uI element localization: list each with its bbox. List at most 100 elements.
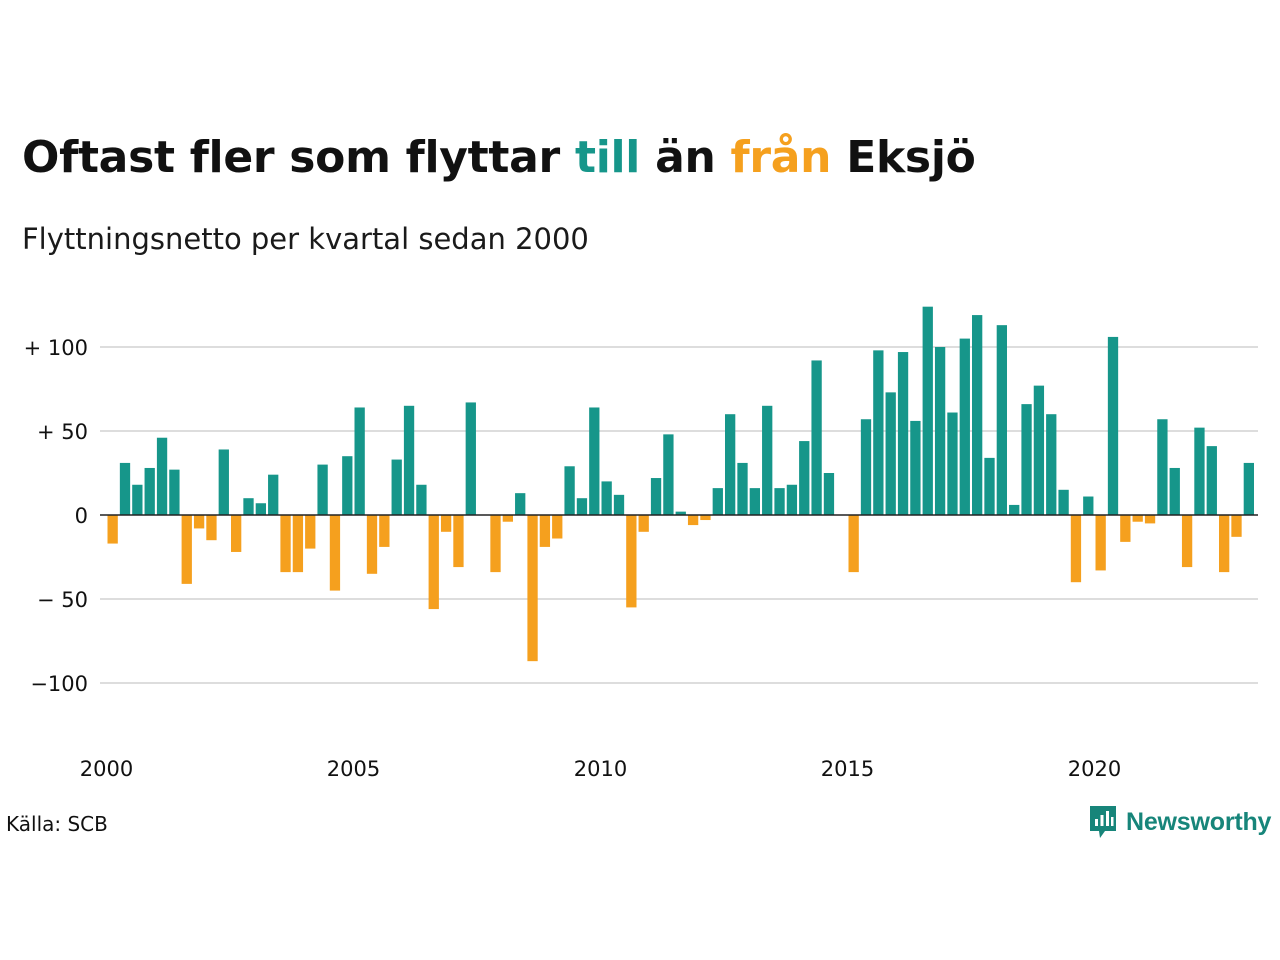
bar-positive — [663, 434, 674, 515]
bar-positive — [860, 419, 872, 515]
bar-negative — [428, 515, 439, 610]
bar-negative — [1070, 515, 1082, 583]
bar-positive — [218, 449, 229, 515]
y-tick-label: − 50 — [37, 588, 88, 612]
bar-positive — [1046, 414, 1057, 515]
bar-negative — [1219, 515, 1230, 573]
bar-positive — [947, 412, 958, 515]
bar-negative — [1231, 515, 1242, 537]
bar-negative — [181, 515, 192, 584]
bar-positive — [317, 464, 328, 515]
bar-negative — [305, 515, 316, 549]
bar-negative — [379, 515, 390, 547]
bar-negative — [280, 515, 291, 573]
bar-positive — [1021, 404, 1032, 515]
bar-positive — [725, 414, 736, 515]
bar-positive — [1243, 462, 1254, 515]
bar-positive — [1107, 336, 1119, 515]
bar-positive — [910, 420, 921, 515]
bar-positive — [885, 392, 896, 515]
chart-subtitle: Flyttningsnetto per kvartal sedan 2000 — [22, 222, 589, 256]
title-part-3: Eksjö — [831, 132, 976, 183]
bar-positive — [774, 488, 785, 515]
bar-negative — [206, 515, 217, 541]
bar-positive — [416, 484, 427, 515]
bar-positive — [786, 484, 798, 515]
bar-positive — [268, 474, 279, 515]
bar-positive — [811, 360, 822, 515]
y-axis-ticks: + 100 + 50 0 − 50 −100 — [24, 336, 88, 696]
bar-positive — [243, 498, 254, 515]
bar-negative — [1120, 515, 1131, 542]
bar-positive — [119, 462, 131, 515]
bar-negative — [231, 515, 242, 552]
bar-negative — [687, 515, 699, 526]
x-tick-label: 2020 — [1068, 757, 1121, 781]
bar-negative — [539, 515, 551, 547]
bar-chart: + 100 + 50 0 − 50 −100 2000 2005 2010 2015 2020 — [24, 306, 1258, 781]
bar-negative — [329, 515, 341, 591]
bar-positive — [712, 488, 723, 515]
bar-negative — [440, 515, 452, 532]
bar-negative — [527, 515, 538, 662]
bar-positive — [650, 478, 662, 515]
title-highlight-till: till — [574, 132, 641, 183]
y-tick-label: + 50 — [37, 420, 88, 444]
y-tick-label: −100 — [30, 672, 88, 696]
title-part-1: Oftast fler som flyttar — [22, 132, 575, 183]
bar-positive — [823, 473, 835, 515]
bar-positive — [996, 325, 1007, 515]
logo-text: Newsworthy — [1126, 807, 1272, 836]
bar-negative — [502, 515, 513, 522]
bar-negative — [638, 515, 649, 532]
y-tick-label: + 100 — [24, 336, 88, 360]
bar-positive — [737, 462, 748, 515]
bar-positive — [675, 511, 686, 515]
bar-positive — [1206, 446, 1217, 515]
bar-positive — [984, 457, 995, 515]
x-tick-label: 2015 — [821, 757, 874, 781]
bar-negative — [848, 515, 859, 573]
bar-positive — [613, 494, 625, 515]
bar-positive — [1169, 467, 1180, 515]
bar-positive — [354, 407, 365, 515]
bar-negative — [626, 515, 637, 608]
grid-lines — [100, 346, 1258, 684]
bar-negative — [552, 515, 563, 539]
bar-negative — [1144, 515, 1156, 524]
bar-positive — [1058, 489, 1069, 515]
y-tick-label: 0 — [75, 504, 88, 528]
bar-negative — [1132, 515, 1143, 522]
bar-negative — [700, 515, 711, 521]
bar-positive — [601, 481, 612, 515]
bar-positive — [762, 405, 773, 515]
bar-positive — [959, 338, 970, 515]
bar-chart-speech-bubble-icon — [1090, 806, 1116, 838]
bar-positive — [132, 484, 143, 515]
x-tick-label: 2000 — [80, 757, 133, 781]
x-axis-ticks: 2000 2005 2010 2015 2020 — [80, 757, 1121, 781]
bar-negative — [490, 515, 501, 573]
title-highlight-fran: från — [730, 132, 832, 183]
bar-positive — [589, 407, 600, 515]
newsworthy-logo[interactable]: Newsworthy — [1088, 804, 1271, 840]
bar-positive — [255, 503, 266, 515]
bar-negative — [107, 515, 118, 544]
bar-positive — [576, 498, 588, 515]
bar-positive — [1033, 385, 1045, 515]
bar-positive — [515, 493, 526, 515]
bar-positive — [169, 469, 180, 515]
chart-title: Oftast fler som flyttar till än från Eks… — [22, 132, 976, 183]
bar-positive — [564, 466, 575, 515]
bar-positive — [342, 456, 353, 515]
bar-positive — [972, 315, 983, 515]
bar-negative — [193, 515, 205, 529]
bar-positive — [1157, 419, 1168, 515]
bar-positive — [1083, 496, 1094, 515]
bar-negative — [453, 515, 464, 568]
bar-negative — [292, 515, 304, 573]
x-tick-label: 2005 — [327, 757, 380, 781]
bar-positive — [799, 441, 810, 515]
bar-positive — [922, 306, 933, 515]
bar-positive — [465, 402, 476, 515]
